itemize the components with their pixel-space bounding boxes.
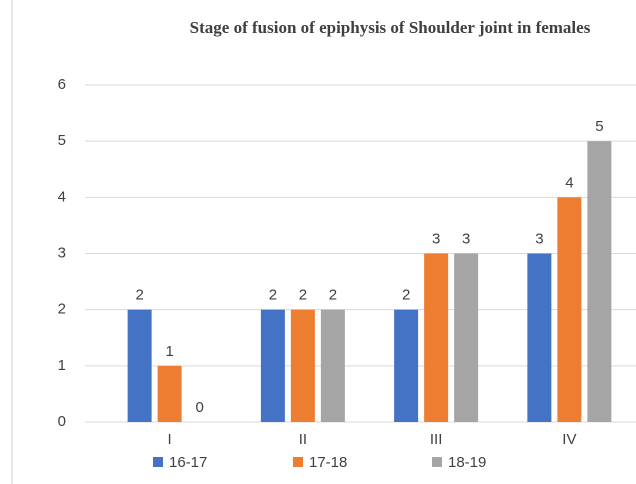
bar bbox=[587, 141, 612, 422]
bar bbox=[260, 309, 285, 422]
data-label: 2 bbox=[269, 287, 277, 304]
bar bbox=[290, 309, 315, 422]
legend-label: 18-19 bbox=[448, 454, 486, 471]
chart-title: Stage of fusion of epiphysis of Shoulder… bbox=[189, 18, 591, 37]
x-tick-label: I bbox=[168, 431, 172, 448]
legend-label: 16-17 bbox=[169, 454, 207, 471]
x-tick-label: IV bbox=[562, 431, 576, 448]
bar bbox=[527, 253, 552, 422]
data-label: 3 bbox=[432, 230, 440, 247]
bar bbox=[157, 365, 182, 422]
legend-swatch bbox=[153, 457, 163, 467]
y-tick-label: 3 bbox=[58, 244, 66, 261]
y-tick-label: 0 bbox=[58, 413, 66, 430]
bar bbox=[127, 309, 152, 422]
data-label: 5 bbox=[595, 118, 603, 135]
bar bbox=[557, 197, 582, 422]
data-label: 2 bbox=[135, 287, 143, 304]
data-label: 0 bbox=[195, 399, 203, 416]
data-label: 4 bbox=[565, 174, 573, 191]
data-label: 3 bbox=[462, 230, 470, 247]
y-tick-label: 1 bbox=[58, 357, 66, 374]
y-tick-label: 4 bbox=[58, 188, 66, 205]
data-label: 3 bbox=[535, 230, 543, 247]
legend-swatch bbox=[293, 457, 303, 467]
data-label: 2 bbox=[299, 287, 307, 304]
x-tick-label: II bbox=[299, 431, 307, 448]
data-label: 2 bbox=[402, 287, 410, 304]
legend-label: 17-18 bbox=[309, 454, 347, 471]
legend-swatch bbox=[432, 457, 442, 467]
x-tick-label: III bbox=[430, 431, 443, 448]
bar bbox=[424, 253, 449, 422]
y-tick-label: 2 bbox=[58, 301, 66, 318]
bar bbox=[320, 309, 345, 422]
y-tick-label: 5 bbox=[58, 132, 66, 149]
bar bbox=[394, 309, 419, 422]
data-label: 1 bbox=[165, 343, 173, 360]
data-label: 2 bbox=[329, 287, 337, 304]
y-tick-label: 6 bbox=[58, 76, 66, 93]
bar bbox=[454, 253, 479, 422]
